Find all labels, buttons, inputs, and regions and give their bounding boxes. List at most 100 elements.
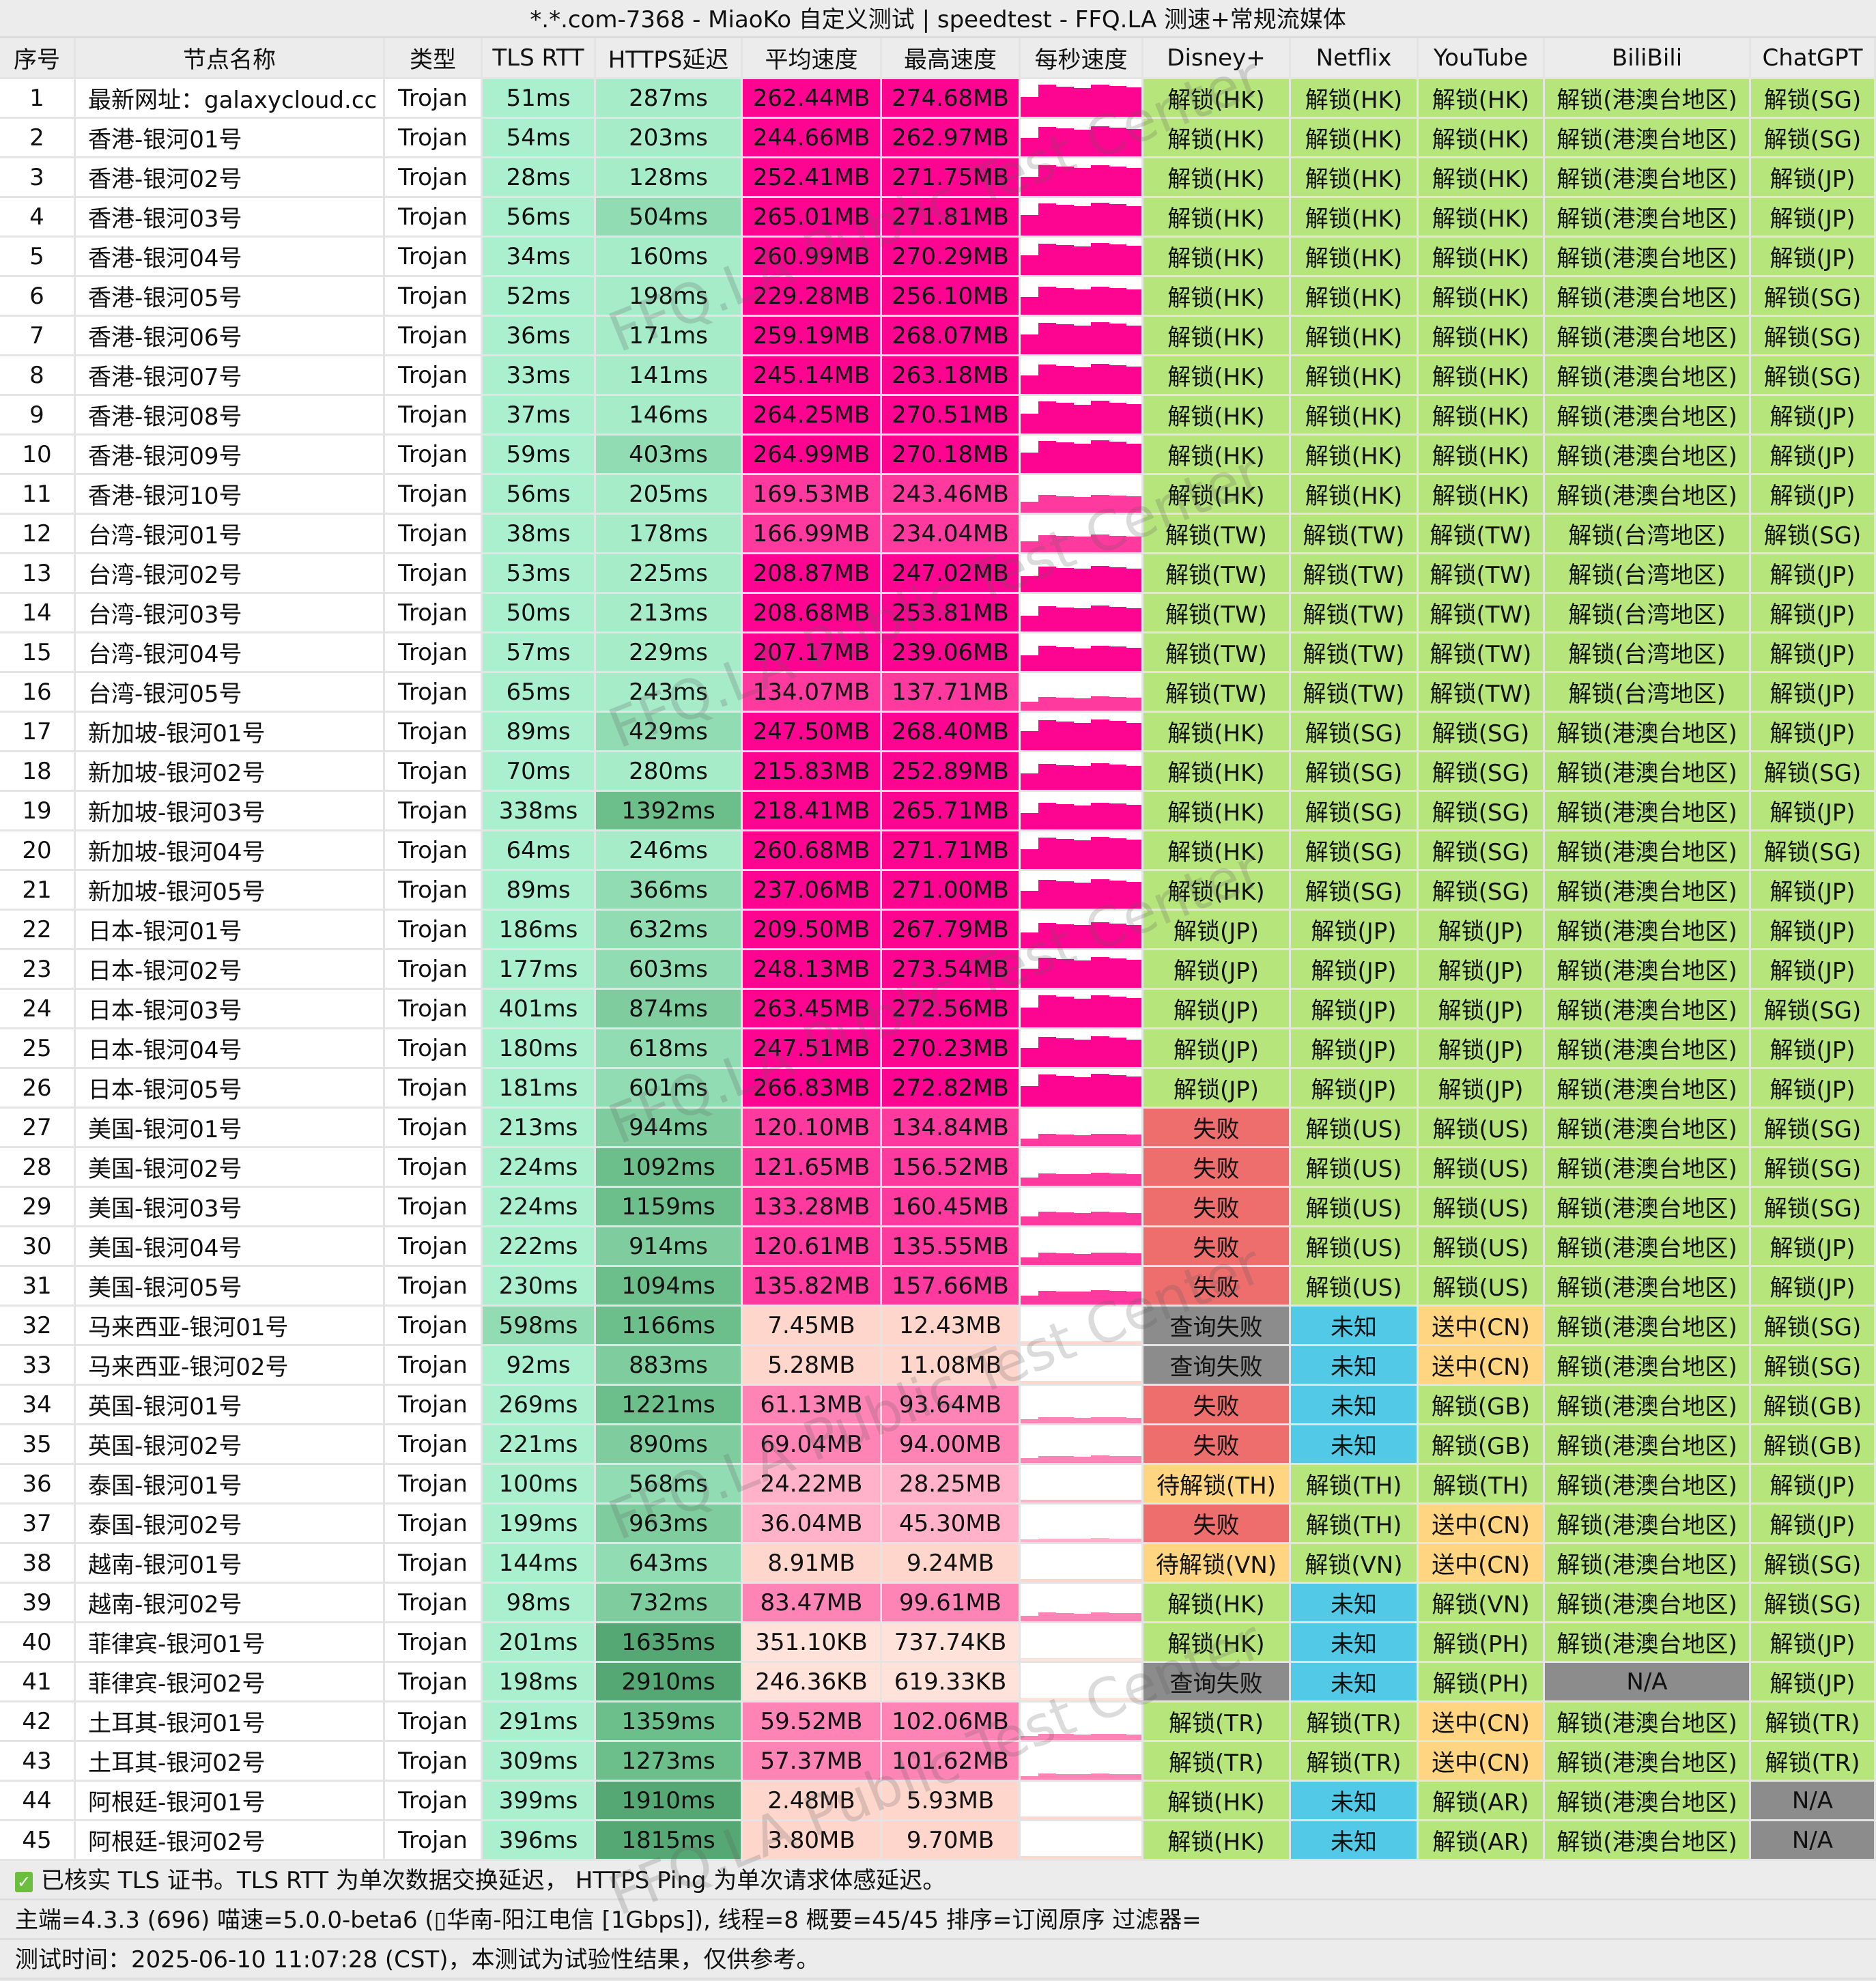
column-header-avg-speed[interactable]: 平均速度 — [743, 38, 882, 79]
column-header-max-speed[interactable]: 最高速度 — [882, 38, 1021, 79]
table-row[interactable]: 19 新加坡-银河03号 Trojan 338ms 1392ms 218.41MB 265.… — [0, 792, 1876, 831]
table-row[interactable]: 26 日本-银河05号 Trojan 181ms 601ms 266.83MB 272.82… — [0, 1069, 1876, 1109]
table-row[interactable]: 10 香港-银河09号 Trojan 59ms 403ms 264.99MB 270.18M… — [0, 436, 1876, 475]
cell-text: 247.51MB — [752, 1034, 870, 1062]
sparkline-bar — [1055, 1341, 1075, 1344]
table-row[interactable]: 6 香港-银河05号 Trojan 52ms 198ms 229.28MB 256.10MB… — [0, 277, 1876, 317]
table-row[interactable]: 9 香港-银河08号 Trojan 37ms 146ms 264.25MB 270.51MB… — [0, 396, 1876, 436]
cell-text: 38 — [22, 1549, 52, 1577]
speed-sparkline — [1021, 317, 1141, 354]
cell-text: 送中(CN) — [1432, 1512, 1530, 1539]
table-row[interactable]: 29 美国-银河03号 Trojan 224ms 1159ms 133.28MB 160.4… — [0, 1188, 1876, 1227]
sparkline-bar — [1055, 1613, 1075, 1621]
table-row[interactable]: 25 日本-银河04号 Trojan 180ms 618ms 247.51MB 270.23… — [0, 1029, 1876, 1069]
table-row[interactable]: 42 土耳其-银河01号 Trojan 291ms 1359ms 59.52MB 102.0… — [0, 1702, 1876, 1742]
table-row[interactable]: 41 菲律宾-银河02号 Trojan 198ms 2910ms 246.36KB 619.… — [0, 1663, 1876, 1702]
cell-netflix: 解锁(TH) — [1291, 1465, 1419, 1505]
cell-text: Trojan — [398, 955, 468, 983]
cell-https-latency: 618ms — [596, 1029, 743, 1069]
cell-netflix: 解锁(TH) — [1291, 1505, 1419, 1544]
table-row[interactable]: 28 美国-银河02号 Trojan 224ms 1092ms 121.65MB 156.5… — [0, 1148, 1876, 1188]
table-row[interactable]: 31 美国-银河05号 Trojan 230ms 1094ms 135.82MB 157.6… — [0, 1267, 1876, 1307]
cell-seq: 12 — [0, 515, 76, 554]
cell-text: 3.80MB — [767, 1826, 855, 1854]
table-row[interactable]: 21 新加坡-银河05号 Trojan 89ms 366ms 237.06MB 271.00… — [0, 871, 1876, 911]
table-row[interactable]: 44 阿根廷-银河01号 Trojan 399ms 1910ms 2.48MB 5.93MB… — [0, 1782, 1876, 1821]
cell-text: 265.71MB — [892, 797, 1009, 825]
column-header-name[interactable]: 节点名称 — [76, 38, 385, 79]
table-row[interactable]: 34 英国-银河01号 Trojan 269ms 1221ms 61.13MB 93.64M… — [0, 1386, 1876, 1425]
column-header-netflix[interactable]: Netflix — [1291, 38, 1419, 79]
table-row[interactable]: 39 越南-银河02号 Trojan 98ms 732ms 83.47MB 99.61MB 解… — [0, 1584, 1876, 1623]
table-row[interactable]: 3 香港-银河02号 Trojan 28ms 128ms 252.41MB 271.75MB… — [0, 158, 1876, 198]
cell-per-second-speed — [1021, 752, 1143, 792]
column-header-seq[interactable]: 序号 — [0, 38, 76, 79]
table-row[interactable]: 23 日本-银河02号 Trojan 177ms 603ms 248.13MB 273.54… — [0, 950, 1876, 990]
cell-seq: 29 — [0, 1188, 76, 1227]
cell-text: 260.99MB — [752, 242, 870, 270]
cell-per-second-speed — [1021, 1188, 1143, 1227]
cell-text: 解锁(JP) — [1770, 1077, 1856, 1104]
table-row[interactable]: 37 泰国-银河02号 Trojan 199ms 963ms 36.04MB 45.30MB… — [0, 1505, 1876, 1544]
cell-text: 59ms — [506, 440, 571, 468]
table-row[interactable]: 16 台湾-银河05号 Trojan 65ms 243ms 134.07MB 137.71M… — [0, 673, 1876, 713]
table-row[interactable]: 33 马来西亚-银河02号 Trojan 92ms 883ms 5.28MB 11.08MB… — [0, 1346, 1876, 1386]
table-row[interactable]: 15 台湾-银河04号 Trojan 57ms 229ms 207.17MB 239.06M… — [0, 633, 1876, 673]
table-row[interactable]: 30 美国-银河04号 Trojan 222ms 914ms 120.61MB 135.55… — [0, 1227, 1876, 1267]
cell-text: 144ms — [498, 1549, 578, 1577]
cell-text: 解锁(SG) — [1432, 839, 1530, 866]
sparkline-bar — [1073, 698, 1092, 711]
column-header-tls-rtt[interactable]: TLS RTT — [483, 38, 596, 79]
sparkline-bar — [1073, 444, 1092, 473]
table-row[interactable]: 45 阿根廷-银河02号 Trojan 396ms 1815ms 3.80MB 9.70MB… — [0, 1821, 1876, 1861]
cell-youtube: 解锁(TW) — [1419, 515, 1545, 554]
cell-text: 224ms — [498, 1153, 578, 1181]
table-row[interactable]: 24 日本-银河03号 Trojan 401ms 874ms 263.45MB 272.56… — [0, 990, 1876, 1029]
column-header-youtube[interactable]: YouTube — [1419, 38, 1545, 79]
cell-text: 26 — [22, 1074, 52, 1102]
column-header-bilibili[interactable]: BiliBili — [1545, 38, 1751, 79]
sparkline-bar — [1090, 535, 1109, 552]
cell-type: Trojan — [385, 1465, 483, 1505]
table-row[interactable]: 40 菲律宾-银河01号 Trojan 201ms 1635ms 351.10KB 737.… — [0, 1623, 1876, 1663]
cell-name: 台湾-银河05号 — [76, 673, 385, 713]
cell-netflix: 解锁(VN) — [1291, 1544, 1419, 1584]
column-header-disney[interactable]: Disney+ — [1143, 38, 1291, 79]
cell-bilibili: 解锁(港澳台地区) — [1545, 158, 1751, 198]
sparkline-bar — [1126, 246, 1141, 275]
table-row[interactable]: 1 最新网址：galaxycloud.cc Trojan 51ms 287ms 262.4… — [0, 79, 1876, 119]
table-row[interactable]: 2 香港-银河01号 Trojan 54ms 203ms 244.66MB 262.97MB… — [0, 119, 1876, 158]
table-row[interactable]: 13 台湾-银河02号 Trojan 53ms 225ms 208.87MB 247.02M… — [0, 554, 1876, 594]
cell-text: 181ms — [498, 1074, 578, 1102]
table-row[interactable]: 4 香港-银河03号 Trojan 56ms 504ms 265.01MB 271.81MB… — [0, 198, 1876, 238]
cell-netflix: 解锁(HK) — [1291, 79, 1419, 119]
table-row[interactable]: 22 日本-银河01号 Trojan 186ms 632ms 209.50MB 267.79… — [0, 911, 1876, 950]
cell-text: 874ms — [629, 995, 708, 1023]
column-header-type[interactable]: 类型 — [385, 38, 483, 79]
table-row[interactable]: 20 新加坡-银河04号 Trojan 64ms 246ms 260.68MB 271.71… — [0, 831, 1876, 871]
cell-text: 解锁(VN) — [1305, 1552, 1403, 1579]
table-row[interactable]: 14 台湾-银河03号 Trojan 50ms 213ms 208.68MB 253.81M… — [0, 594, 1876, 633]
column-header-per-second-speed[interactable]: 每秒速度 — [1021, 38, 1143, 79]
column-header-https-latency[interactable]: HTTPS延迟 — [596, 38, 743, 79]
column-header-chatgpt[interactable]: ChatGPT — [1751, 38, 1876, 79]
table-row[interactable]: 43 土耳其-银河02号 Trojan 309ms 1273ms 57.37MB 101.6… — [0, 1742, 1876, 1782]
table-row[interactable]: 11 香港-银河10号 Trojan 56ms 205ms 169.53MB 243.46M… — [0, 475, 1876, 515]
table-row[interactable]: 17 新加坡-银河01号 Trojan 89ms 429ms 247.50MB 268.40… — [0, 713, 1876, 752]
table-row[interactable]: 5 香港-银河04号 Trojan 34ms 160ms 260.99MB 270.29MB… — [0, 238, 1876, 277]
table-row[interactable]: 8 香港-银河07号 Trojan 33ms 141ms 245.14MB 263.18MB… — [0, 356, 1876, 396]
table-row[interactable]: 27 美国-银河01号 Trojan 213ms 944ms 120.10MB 134.84… — [0, 1109, 1876, 1148]
table-row[interactable]: 36 泰国-银河01号 Trojan 100ms 568ms 24.22MB 28.25MB… — [0, 1465, 1876, 1505]
table-row[interactable]: 32 马来西亚-银河01号 Trojan 598ms 1166ms 7.45MB 12.43… — [0, 1307, 1876, 1346]
table-row[interactable]: 35 英国-银河02号 Trojan 221ms 890ms 69.04MB 94.00MB… — [0, 1425, 1876, 1465]
sparkline-bar — [1108, 1253, 1127, 1265]
cell-seq: 8 — [0, 356, 76, 396]
cell-text: 未知 — [1331, 1829, 1377, 1856]
sparkline-bar — [1021, 215, 1039, 236]
cell-name: 香港-银河04号 — [76, 238, 385, 277]
cell-text: 解锁(港澳台地区) — [1557, 1472, 1737, 1500]
table-row[interactable]: 12 台湾-银河01号 Trojan 38ms 178ms 166.99MB 234.04M… — [0, 515, 1876, 554]
table-row[interactable]: 38 越南-银河01号 Trojan 144ms 643ms 8.91MB 9.24MB 待解… — [0, 1544, 1876, 1584]
table-row[interactable]: 7 香港-银河06号 Trojan 36ms 171ms 259.19MB 268.07MB… — [0, 317, 1876, 356]
table-row[interactable]: 18 新加坡-银河02号 Trojan 70ms 280ms 215.83MB 252.89… — [0, 752, 1876, 792]
